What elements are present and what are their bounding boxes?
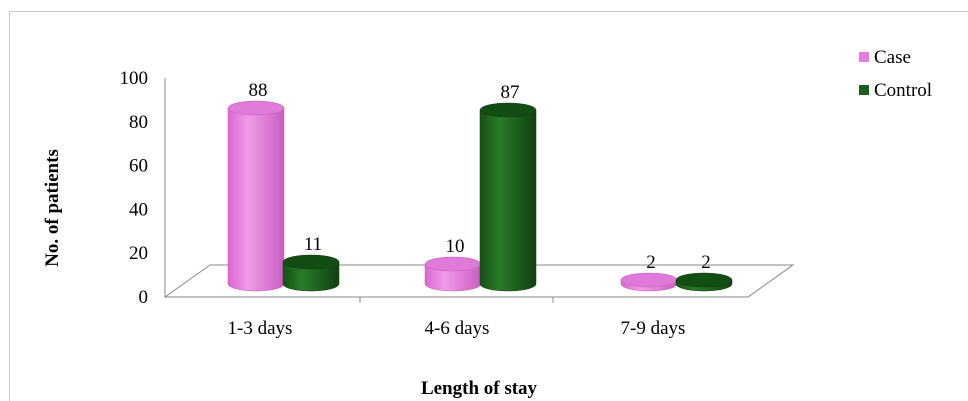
legend: Case Control bbox=[859, 47, 932, 101]
bar-body bbox=[227, 107, 285, 292]
bar-top bbox=[282, 254, 340, 270]
chart-frame bbox=[9, 11, 968, 401]
data-label: 88 bbox=[249, 80, 268, 101]
bar-case-1: 10 bbox=[424, 236, 482, 292]
legend-label-control: Control bbox=[874, 80, 932, 101]
y-axis-title: No. of patients bbox=[42, 149, 63, 267]
legend-swatch-case bbox=[859, 52, 869, 62]
x-tick-label: 1-3 days bbox=[228, 318, 293, 339]
y-tick-label: 60 bbox=[129, 156, 148, 177]
bar-body bbox=[282, 261, 340, 292]
legend-swatch-control bbox=[859, 85, 869, 95]
bar-control-0: 11 bbox=[282, 234, 340, 292]
data-label: 87 bbox=[501, 82, 520, 103]
bar-case-0: 88 bbox=[227, 80, 285, 292]
bar-top bbox=[424, 256, 482, 272]
y-tick-label: 100 bbox=[120, 68, 149, 89]
bar-body bbox=[479, 109, 537, 292]
y-tick-label: 0 bbox=[139, 287, 149, 308]
data-label: 10 bbox=[446, 236, 465, 257]
y-tick-label: 80 bbox=[129, 112, 148, 133]
bar-top bbox=[479, 102, 537, 118]
x-tick-label: 4-6 days bbox=[425, 318, 490, 339]
x-tick-labels: 1-3 days 4-6 days 7-9 days bbox=[228, 318, 686, 339]
bar-control-1: 87 bbox=[479, 82, 537, 292]
bar-top bbox=[675, 272, 733, 288]
y-tick-label: 20 bbox=[129, 243, 148, 264]
bar-case-2: 2 bbox=[620, 252, 678, 292]
y-tick-label: 40 bbox=[129, 199, 148, 220]
bars: 88 11 10 87 2 2 bbox=[227, 80, 733, 292]
data-label: 2 bbox=[646, 252, 656, 273]
y-tick-labels: 0 20 40 60 80 100 bbox=[120, 68, 149, 308]
bar-top bbox=[227, 100, 285, 116]
x-tick-label: 7-9 days bbox=[621, 318, 686, 339]
data-label: 11 bbox=[304, 234, 322, 255]
x-axis-title: Length of stay bbox=[421, 378, 538, 399]
data-label: 2 bbox=[701, 252, 711, 273]
bar-top bbox=[620, 272, 678, 288]
bar-control-2: 2 bbox=[675, 252, 733, 292]
legend-label-case: Case bbox=[874, 47, 911, 68]
